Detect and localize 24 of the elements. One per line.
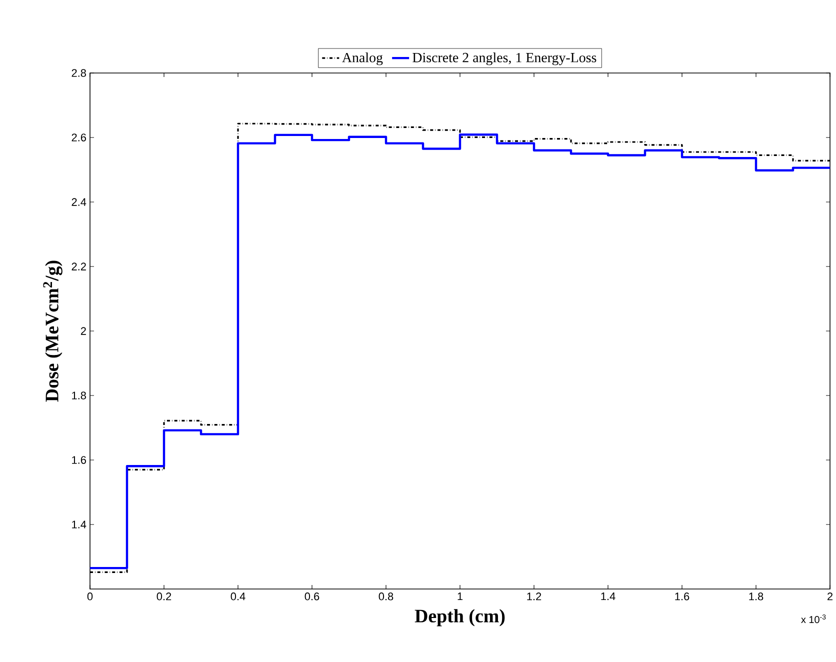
y-tick-label: 1.4 [72,520,86,528]
x-tick-label: 1.4 [601,592,616,600]
legend-label: Analog [342,52,383,66]
y-tick-label: 2.2 [72,262,86,270]
y-tick-label: 1.8 [72,392,86,400]
x-tick-label: 0.8 [378,592,394,600]
x-tick-label: 1 [458,592,463,600]
x-tick-label: 1.6 [675,592,690,600]
y-tick-label: 2 [80,327,86,335]
x-axis-title: Depth (cm) [414,609,505,626]
x-tick-label: 2 [828,592,833,600]
legend-label: Discrete 2 angles, 1 Energy-Loss [412,52,596,66]
x-tick-label: 0.4 [230,592,246,600]
x-tick-label: 1.2 [527,592,542,600]
y-tick-label: 2.6 [72,134,86,142]
y-tick-label: 2.8 [72,69,86,77]
text: x 10$^{-3}$ [801,614,826,624]
x-tick-label: 0.2 [156,592,172,600]
y-tick-label: 1.6 [72,456,86,464]
y-axis-title: Dose (MeVcm$^{2}$/g) [43,260,62,402]
x-tick-label: 0.6 [304,592,320,600]
x-tick-label: 0 [87,592,93,600]
y-tick-label: 2.4 [72,198,86,206]
x-tick-label: 1.8 [749,592,764,600]
